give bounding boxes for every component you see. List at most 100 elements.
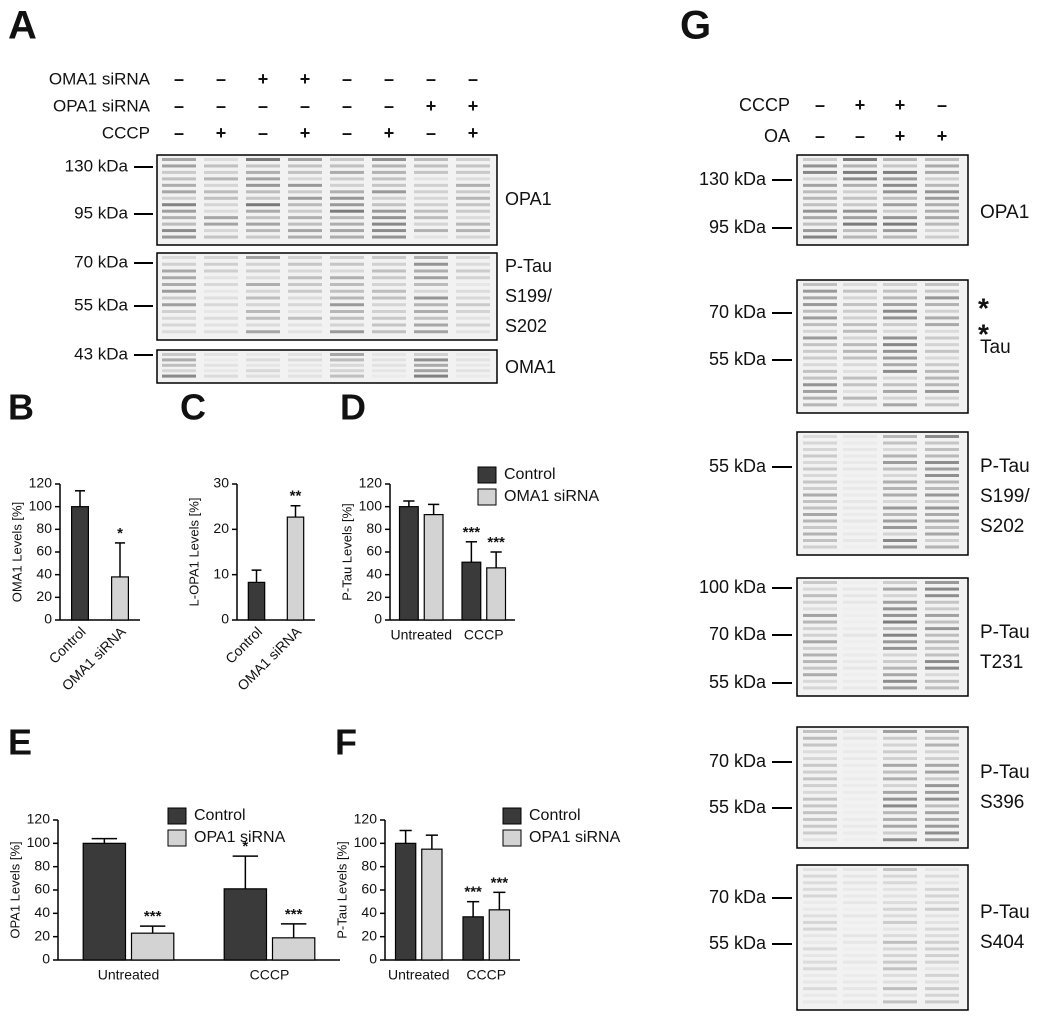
band — [925, 209, 959, 213]
significance-label: * — [242, 838, 248, 855]
marker-label: 130 kDa — [65, 156, 129, 175]
band — [803, 441, 837, 445]
band — [925, 686, 959, 690]
band — [803, 804, 837, 808]
band — [883, 296, 917, 300]
blot-label: T231 — [980, 652, 1023, 673]
band — [883, 461, 917, 464]
band — [883, 777, 917, 781]
band — [803, 750, 837, 754]
band — [414, 374, 448, 378]
band — [456, 296, 490, 300]
band — [204, 316, 238, 320]
y-tick-label: 100 — [354, 834, 378, 850]
band — [843, 396, 877, 400]
band — [883, 686, 917, 690]
band — [803, 376, 837, 380]
band — [330, 203, 364, 207]
band — [883, 881, 917, 885]
band — [883, 235, 917, 239]
band — [414, 262, 448, 266]
band — [883, 513, 917, 516]
band — [883, 613, 917, 617]
band — [288, 216, 322, 220]
y-tick-label: 120 — [29, 475, 53, 491]
band — [883, 474, 917, 477]
significance-label: * — [117, 525, 123, 542]
band — [843, 653, 877, 656]
band — [204, 296, 238, 300]
band — [925, 513, 959, 516]
blot — [796, 577, 969, 697]
band — [803, 743, 837, 747]
band — [803, 363, 837, 367]
band — [414, 158, 448, 161]
band — [843, 980, 877, 984]
band — [803, 448, 837, 451]
treatment-sign: – — [174, 123, 184, 143]
y-tick-label: 0 — [369, 951, 377, 967]
band — [246, 276, 280, 280]
treatment-sign: – — [216, 96, 226, 116]
band — [843, 581, 877, 584]
marker-label: 100 kDa — [699, 577, 767, 597]
band — [843, 383, 877, 387]
band — [803, 435, 837, 438]
y-tick-label: 0 — [374, 611, 382, 627]
band — [883, 743, 917, 747]
band — [843, 349, 877, 353]
band — [843, 914, 877, 918]
legend-label: Control — [529, 807, 581, 824]
band — [843, 363, 877, 367]
y-tick-label: 0 — [44, 611, 52, 627]
blot-label: P-Tau — [980, 902, 1030, 923]
band — [803, 666, 837, 670]
band — [883, 283, 917, 286]
bar — [486, 567, 507, 621]
blot-label: S199/ — [505, 286, 552, 306]
y-tick-label: 0 — [42, 951, 50, 967]
band — [925, 967, 959, 971]
band — [925, 316, 959, 320]
band — [883, 316, 917, 320]
band — [925, 454, 959, 458]
band — [162, 177, 196, 181]
band — [843, 519, 877, 523]
band — [803, 811, 837, 815]
bar — [130, 932, 175, 961]
band — [883, 934, 917, 938]
band — [803, 309, 837, 313]
band — [803, 887, 837, 891]
band — [330, 183, 364, 187]
treatment-sign: + — [216, 123, 227, 143]
band — [456, 283, 490, 286]
y-tick-label: 40 — [361, 904, 377, 920]
band — [883, 736, 917, 740]
band — [843, 730, 877, 733]
band — [803, 901, 837, 904]
band — [843, 303, 877, 307]
band — [456, 177, 490, 181]
blot-label: OMA1 — [505, 357, 556, 377]
band — [925, 190, 959, 194]
band — [330, 289, 364, 293]
band — [925, 183, 959, 187]
band — [843, 987, 877, 991]
legend-swatch — [502, 807, 522, 825]
band — [883, 229, 917, 233]
band — [925, 960, 959, 964]
band — [330, 316, 364, 320]
band — [883, 757, 917, 761]
band — [162, 256, 196, 259]
treatment-sign: + — [426, 96, 437, 116]
panel-letter: D — [340, 387, 366, 428]
band — [330, 369, 364, 373]
band — [883, 750, 917, 754]
band — [883, 329, 917, 333]
treatment-sign: + — [300, 69, 311, 89]
band — [925, 607, 959, 611]
blot-label: Tau — [980, 337, 1011, 358]
band — [456, 310, 490, 313]
y-tick-label: 80 — [366, 520, 382, 536]
blot — [156, 154, 498, 246]
